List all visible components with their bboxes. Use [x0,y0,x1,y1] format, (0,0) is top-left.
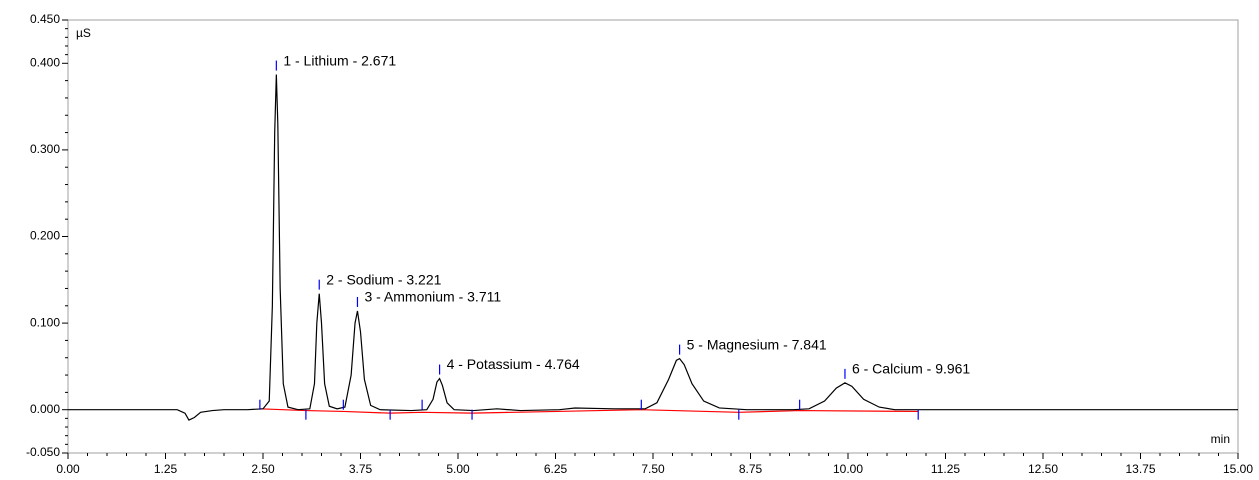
y-tick-label: 0.450 [30,12,60,26]
peak-label: 4 - Potassium - 4.764 [447,356,580,372]
x-tick-label: 7.50 [641,462,665,476]
x-tick-label: 11.25 [931,462,960,476]
x-tick-label: 5.00 [446,462,470,476]
y-tick-label: -0.050 [26,445,60,459]
y-tick-label: 0.200 [30,229,60,243]
x-tick-label: 0.00 [56,462,80,476]
x-tick-label: 10.00 [833,462,863,476]
x-tick-label: 8.75 [739,462,763,476]
x-tick-label: 1.25 [154,462,178,476]
integration-baseline [259,408,919,414]
peak-label: 5 - Magnesium - 7.841 [687,336,827,352]
y-tick-label: 0.000 [30,402,60,416]
x-tick-label: 12.50 [1028,462,1058,476]
y-axis-label: µS [76,26,91,40]
peak-label: 2 - Sodium - 3.221 [326,271,441,287]
y-tick-label: 0.100 [30,315,60,329]
x-axis-label: min [1211,432,1230,446]
y-tick-label: 0.400 [30,55,60,69]
x-tick-label: 13.75 [1125,462,1155,476]
peak-label: 3 - Ammonium - 3.711 [364,289,501,305]
peak-label: 1 - Lithium - 2.671 [283,52,396,68]
signal-trace [68,74,1238,421]
x-tick-label: 6.25 [544,462,568,476]
plot-frame [67,19,1239,454]
x-tick-label: 2.50 [251,462,275,476]
x-tick-label: 3.75 [349,462,373,476]
peak-label: 6 - Calcium - 9.961 [852,361,970,377]
y-tick-label: 0.300 [30,142,60,156]
x-tick-label: 15.00 [1223,462,1253,476]
